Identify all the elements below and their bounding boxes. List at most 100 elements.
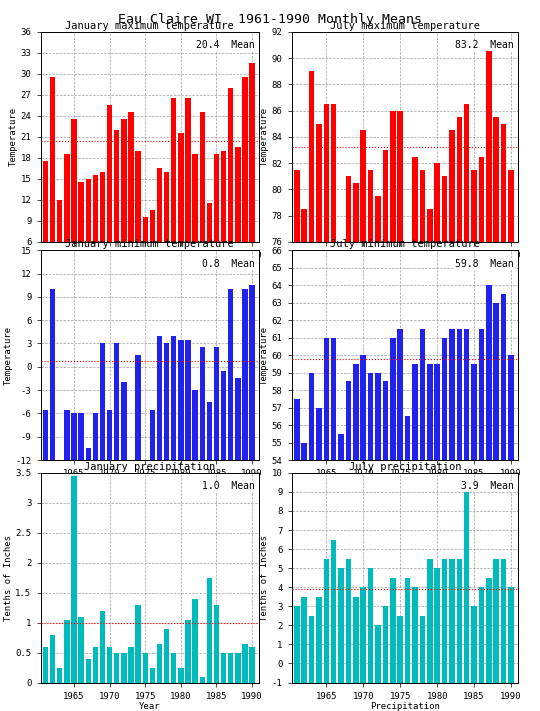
Bar bbox=[93, 646, 98, 683]
Bar bbox=[434, 568, 440, 683]
Bar bbox=[464, 329, 469, 460]
Bar bbox=[157, 169, 162, 242]
Bar bbox=[192, 599, 198, 683]
Bar bbox=[412, 587, 418, 683]
X-axis label: Precipitation: Precipitation bbox=[370, 702, 440, 711]
Bar bbox=[249, 646, 255, 683]
Bar bbox=[405, 577, 410, 683]
Bar bbox=[214, 154, 219, 242]
Bar bbox=[114, 130, 119, 242]
Bar bbox=[107, 646, 112, 683]
Bar bbox=[50, 635, 55, 683]
Bar bbox=[178, 134, 184, 242]
Bar bbox=[294, 170, 300, 242]
Bar bbox=[478, 329, 484, 460]
Bar bbox=[129, 646, 133, 683]
Title: January maximum temperature: January maximum temperature bbox=[65, 21, 234, 31]
Bar bbox=[242, 77, 248, 242]
Bar bbox=[449, 329, 455, 460]
Bar bbox=[235, 147, 240, 242]
Bar bbox=[143, 218, 148, 242]
Bar bbox=[390, 577, 396, 683]
Bar bbox=[331, 540, 336, 683]
Bar bbox=[420, 170, 425, 242]
Bar bbox=[121, 653, 126, 683]
Bar bbox=[235, 653, 240, 683]
Title: January precipitation: January precipitation bbox=[84, 462, 215, 472]
Bar bbox=[449, 559, 455, 683]
Bar bbox=[136, 604, 141, 683]
Bar bbox=[143, 460, 148, 464]
Bar bbox=[339, 242, 344, 445]
Bar bbox=[207, 203, 212, 242]
Bar bbox=[121, 119, 126, 242]
Bar bbox=[339, 434, 344, 460]
Bar bbox=[93, 176, 98, 242]
Bar bbox=[207, 402, 212, 460]
Text: 3.9  Mean: 3.9 Mean bbox=[461, 481, 514, 491]
Bar bbox=[178, 340, 184, 460]
Bar bbox=[192, 390, 198, 460]
Bar bbox=[478, 156, 484, 242]
Bar bbox=[157, 336, 162, 460]
Text: 20.4  Mean: 20.4 Mean bbox=[196, 41, 255, 50]
Bar bbox=[192, 154, 198, 242]
Title: January minimum temperature: January minimum temperature bbox=[65, 240, 234, 250]
Bar bbox=[405, 242, 410, 399]
Bar bbox=[361, 356, 366, 460]
Bar bbox=[420, 329, 425, 460]
Bar bbox=[150, 668, 155, 683]
Bar bbox=[150, 210, 155, 242]
Bar bbox=[501, 559, 507, 683]
Bar bbox=[471, 364, 477, 460]
Bar bbox=[57, 200, 63, 242]
Y-axis label: Tenths of Inches: Tenths of Inches bbox=[4, 535, 12, 621]
Bar bbox=[43, 161, 48, 242]
Bar bbox=[361, 130, 366, 242]
Bar bbox=[71, 476, 77, 683]
Bar bbox=[309, 373, 314, 460]
Bar bbox=[397, 111, 403, 242]
Bar bbox=[71, 119, 77, 242]
Bar bbox=[427, 364, 433, 460]
Bar bbox=[412, 156, 418, 242]
Text: Eau Claire WI  1961-1990 Monthly Means: Eau Claire WI 1961-1990 Monthly Means bbox=[118, 13, 422, 26]
Bar bbox=[221, 653, 226, 683]
Bar bbox=[228, 289, 233, 460]
Bar bbox=[383, 606, 388, 683]
Bar bbox=[93, 413, 98, 460]
Bar bbox=[171, 336, 177, 460]
Y-axis label: Tenths of Inches: Tenths of Inches bbox=[260, 535, 269, 621]
X-axis label: Year: Year bbox=[394, 479, 416, 488]
Bar bbox=[464, 104, 469, 242]
Bar bbox=[375, 196, 381, 242]
Bar bbox=[164, 172, 169, 242]
Bar bbox=[85, 658, 91, 683]
Bar bbox=[164, 629, 169, 683]
Bar bbox=[164, 343, 169, 460]
Bar bbox=[434, 364, 440, 460]
Text: 0.8  Mean: 0.8 Mean bbox=[202, 259, 255, 269]
Bar bbox=[171, 653, 177, 683]
Bar bbox=[185, 340, 191, 460]
Bar bbox=[434, 163, 440, 242]
Bar bbox=[157, 643, 162, 683]
X-axis label: Year: Year bbox=[394, 261, 416, 270]
Bar bbox=[242, 643, 248, 683]
Bar bbox=[442, 176, 447, 242]
Bar bbox=[309, 616, 314, 683]
Bar bbox=[185, 620, 191, 683]
Bar bbox=[301, 209, 307, 242]
Bar bbox=[107, 105, 112, 242]
Bar bbox=[185, 98, 191, 242]
Bar bbox=[494, 303, 499, 460]
X-axis label: Year: Year bbox=[139, 702, 160, 711]
Bar bbox=[316, 407, 322, 460]
Bar bbox=[383, 150, 388, 242]
Bar bbox=[228, 88, 233, 242]
Bar bbox=[390, 111, 396, 242]
Bar bbox=[249, 285, 255, 460]
Bar bbox=[57, 668, 63, 683]
Bar bbox=[221, 370, 226, 460]
Bar bbox=[442, 338, 447, 460]
